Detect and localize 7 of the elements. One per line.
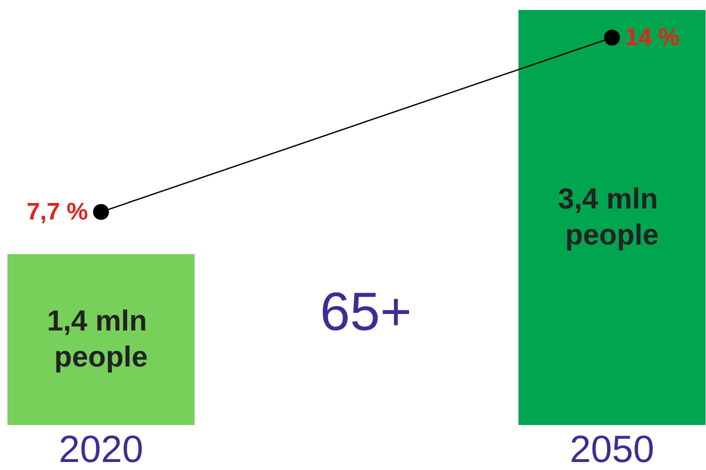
data-label: 1,4 mln people [47, 306, 155, 374]
x-tick-label: 2050 [570, 429, 654, 470]
x-tick-label: 2020 [58, 429, 144, 470]
annotation: 65+ [320, 282, 412, 342]
data-label: 7,7 % [26, 198, 88, 226]
data-label: 14 % [625, 24, 680, 52]
data-label: 3,4 mln people [558, 184, 666, 252]
